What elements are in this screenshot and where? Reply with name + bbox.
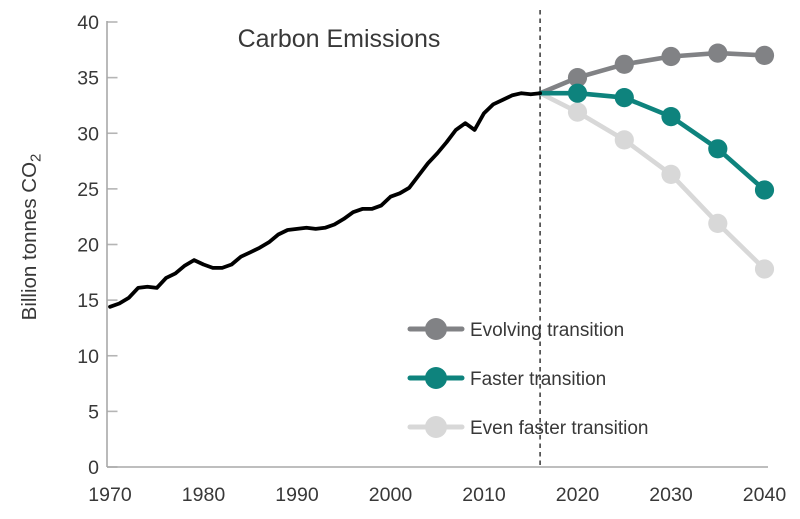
series-point-evolving-transition-2020 <box>567 68 588 88</box>
series-point-evolving-transition-2035 <box>708 43 728 63</box>
series-point-even-faster-transition-2035 <box>708 213 728 233</box>
series-point-evolving-transition-2025 <box>614 54 634 74</box>
series-point-even-faster-transition-2025 <box>614 130 634 150</box>
y-tick-label-20: 20 <box>77 235 99 257</box>
x-tick-label-2000: 2000 <box>369 484 413 506</box>
x-tick-label-1980: 1980 <box>182 484 226 506</box>
series-point-evolving-transition-2040 <box>754 45 775 65</box>
series-point-evolving-transition-2030 <box>661 46 681 67</box>
y-tick-label-30: 30 <box>77 123 99 145</box>
legend-item-even-faster-transition: Even faster transition <box>407 416 648 439</box>
y-tick-label-35: 35 <box>77 68 99 90</box>
x-tick-label-2010: 2010 <box>462 484 506 506</box>
legend-marker-faster-transition <box>425 367 447 389</box>
x-tick-label-1990: 1990 <box>275 484 319 506</box>
x-tick-label-2040: 2040 <box>743 484 787 506</box>
series-point-even-faster-transition-2020 <box>567 102 588 122</box>
series-point-even-faster-transition-2030 <box>661 164 681 184</box>
series-point-faster-transition-2025 <box>614 88 634 108</box>
x-tick-label-2020: 2020 <box>556 484 600 506</box>
x-tick-label-2030: 2030 <box>649 484 693 506</box>
y-tick-label-15: 15 <box>77 290 99 312</box>
series-line-historical-emissions <box>108 91 542 309</box>
y-tick-label-40: 40 <box>77 12 99 34</box>
y-tick-label-0: 0 <box>88 457 99 479</box>
series-point-faster-transition-2020 <box>567 83 588 103</box>
series-point-even-faster-transition-2040 <box>754 259 775 279</box>
legend-label-even-faster-transition: Even faster transition <box>470 418 648 439</box>
legend-item-faster-transition: Faster transition <box>407 367 606 390</box>
legend-label-faster-transition: Faster transition <box>470 369 606 390</box>
y-tick-label-10: 10 <box>77 346 99 368</box>
y-axis-label: Billion tonnes CO2 <box>18 154 45 321</box>
y-tick-label-25: 25 <box>77 179 99 201</box>
legend-item-evolving-transition: Evolving transition <box>407 318 624 341</box>
y-tick-label-5: 5 <box>88 401 99 423</box>
series-point-faster-transition-2030 <box>661 107 681 127</box>
chart-title: Carbon Emissions <box>238 25 441 53</box>
x-tick-label-1970: 1970 <box>88 484 132 506</box>
legend-marker-even-faster-transition <box>425 416 447 438</box>
legend-label-evolving-transition: Evolving transition <box>470 320 624 341</box>
series-point-faster-transition-2040 <box>754 180 775 200</box>
series-point-faster-transition-2035 <box>708 139 728 159</box>
legend-marker-evolving-transition <box>425 318 447 340</box>
